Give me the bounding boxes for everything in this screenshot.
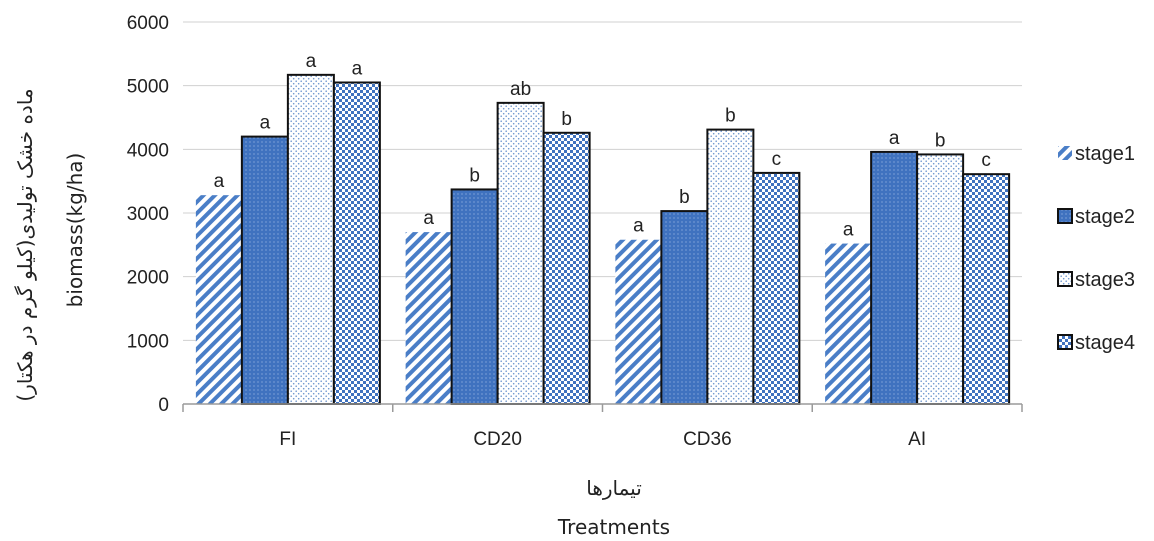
bar-label-stage1-cd20: a	[423, 208, 434, 229]
bar-stage1-cd36	[615, 239, 662, 404]
x-axis-title-fa: تیمارها	[586, 476, 642, 500]
bar-label-stage1-cd36: a	[633, 216, 644, 237]
bar-label-stage2-cd20: b	[469, 165, 480, 186]
bar-label-stage3-fi: a	[306, 51, 317, 72]
y-tick-label: 2000	[127, 268, 169, 289]
bar-label-stage2-fi: a	[260, 113, 271, 134]
bar-stage2-ai	[870, 150, 919, 405]
x-axis-title-en: Treatments	[557, 515, 670, 539]
bar-stage3-fi	[286, 73, 335, 406]
bar-label-stage4-cd20: b	[561, 109, 572, 130]
bar-stage4-fi	[332, 81, 381, 405]
x-tick-labels: FI CD20 CD36 AI	[279, 429, 926, 450]
y-axis-title-fa: ماده خشک تولیدی(کیلو گرم در هکتار)	[13, 88, 37, 401]
x-tick-label: FI	[279, 429, 296, 450]
y-axis-title-en: biomass(kg/ha)	[63, 153, 87, 308]
bar-stage3-cd20	[496, 101, 545, 406]
y-tick-label: 1000	[127, 331, 169, 352]
legend-label-stage3: stage3	[1075, 269, 1135, 291]
bar-label-stage4-fi: a	[352, 58, 363, 79]
legend-swatch-stage3	[1057, 271, 1073, 287]
x-tick-label: AI	[908, 429, 926, 450]
y-tick-labels: 0 1000 2000 3000 4000 5000 6000	[127, 13, 169, 416]
x-axis	[182, 403, 1023, 412]
legend-label-stage2: stage2	[1075, 206, 1135, 228]
bar-label-stage3-cd20: ab	[510, 79, 531, 100]
legend-swatch-stage1	[1058, 146, 1072, 160]
y-tick-label: 4000	[127, 140, 169, 161]
bar-stage2-cd20	[450, 188, 499, 405]
x-tick-label: CD20	[473, 429, 522, 450]
bar-stage1-fi	[195, 195, 242, 404]
bar-stage4-cd36	[752, 171, 801, 405]
bar-label-stage3-cd36: b	[725, 106, 736, 127]
x-tick-label: CD36	[683, 429, 732, 450]
y-tick-label: 6000	[127, 13, 169, 34]
bar-stage3-ai	[916, 153, 965, 405]
bar-stage1-ai	[825, 243, 872, 404]
bar-label-stage4-ai: c	[981, 150, 991, 171]
legend-swatch-stage2	[1057, 208, 1073, 224]
y-tick-label: 5000	[127, 77, 169, 98]
bar-stage4-cd20	[542, 131, 591, 405]
legend: stage1 stage2 stage3 stage4	[1057, 143, 1135, 354]
bar-stage1-cd20	[405, 232, 452, 404]
bars	[195, 73, 1011, 406]
bar-stage2-fi	[240, 135, 289, 405]
y-tick-label: 3000	[127, 204, 169, 225]
legend-swatch-stage4	[1057, 334, 1073, 350]
bar-label-stage1-fi: a	[214, 171, 225, 192]
bar-label-stage2-cd36: b	[679, 187, 690, 208]
bar-stage2-cd36	[660, 210, 709, 405]
bar-label-stage3-ai: b	[935, 130, 946, 151]
y-tick-label: 0	[158, 395, 169, 416]
bar-label-stage2-ai: a	[889, 128, 900, 149]
legend-label-stage1: stage1	[1075, 143, 1135, 165]
bar-stage3-cd36	[706, 128, 755, 405]
bar-stage4-ai	[962, 173, 1011, 405]
bar-label-stage1-ai: a	[843, 220, 854, 241]
bar-label-stage4-cd36: c	[772, 149, 782, 170]
legend-label-stage4: stage4	[1075, 332, 1135, 354]
